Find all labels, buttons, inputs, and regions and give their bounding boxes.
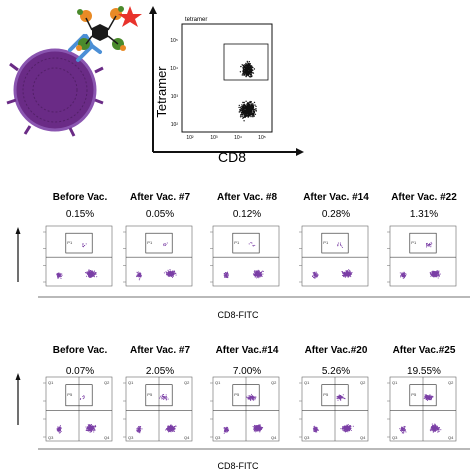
gate-label: P5	[67, 392, 73, 397]
tetramer-cell-illustration	[6, 6, 304, 156]
row1-x-axis-label: CD8-FITC	[218, 310, 259, 320]
quadrant-label: Q1	[128, 380, 134, 385]
quadrant-label: Q1	[48, 380, 54, 385]
gate-label: P1	[411, 240, 417, 245]
row1: Before Vac. 0.15% After Vac. #7 0.05% After …	[15, 192, 470, 320]
quadrant-label: Q1	[215, 380, 221, 385]
y-tick-label: 10⁵	[170, 38, 178, 44]
quadrant-label: Q2	[271, 380, 277, 385]
tetramer-gate	[223, 43, 269, 81]
quadrant-label: Q1	[304, 380, 310, 385]
gate-label: P5	[234, 392, 240, 397]
x-axis-label: CD8	[218, 149, 246, 165]
flow-plot: P1	[387, 225, 457, 287]
quadrant-label: Q2	[184, 380, 190, 385]
quadrant-label: Q2	[360, 380, 366, 385]
tetramer-percentage: 7.00%	[233, 366, 261, 377]
gate-label: P5	[147, 392, 153, 397]
gate-box	[232, 384, 260, 407]
tetramer-percentage: 0.05%	[146, 209, 174, 220]
quadrant-label: Q4	[448, 435, 454, 440]
column-header: After Vac.#14	[216, 345, 279, 356]
gate-label: P1	[67, 240, 73, 245]
y-tick-label: 10⁴	[170, 66, 178, 72]
quadrant-label: Q2	[448, 380, 454, 385]
quadrant-label: Q4	[271, 435, 277, 440]
column-header: After Vac. #14	[303, 192, 369, 203]
gate-box	[232, 232, 260, 254]
y-tick-label: 10³	[171, 94, 179, 100]
gate-box	[321, 384, 349, 407]
peptide-mhc-icons	[76, 6, 126, 51]
flow-plot: P1	[299, 225, 369, 287]
tetramer-percentage: 19.55%	[407, 366, 441, 377]
x-tick-label: 10³	[210, 135, 218, 141]
top-axis-ticks: 10² 10² 10³ 10³ 10⁴ 10⁴ 10⁵ 10⁵	[170, 38, 266, 141]
tetramer-percentage: 0.12%	[233, 209, 261, 220]
tetramer-percentage: 0.15%	[66, 209, 94, 220]
flow-plot: P5 Q1 Q2 Q3 Q4	[43, 376, 113, 442]
example-tetramer-plot: tetramer 10² 10² 10³ 10³ 10⁴ 10⁴ 10⁵ 10⁵ Tetram…	[154, 17, 273, 165]
flow-plot: P1	[123, 225, 193, 287]
quadrant-label: Q3	[392, 435, 398, 440]
y-axis-label: Tetramer	[154, 66, 169, 118]
tetramer-percentage: 2.05%	[146, 366, 174, 377]
quadrant-label: Q3	[304, 435, 310, 440]
gate-label: P1	[147, 240, 153, 245]
column-header: After Vac. #7	[130, 345, 190, 356]
flow-plot: P1	[43, 225, 113, 287]
column-header: After Vac. #22	[391, 192, 457, 203]
gate-box	[321, 232, 349, 254]
flow-plot: P5 Q1 Q2 Q3 Q4	[123, 376, 193, 442]
row2-x-axis-label: CD8-FITC	[218, 461, 259, 471]
quadrant-label: Q1	[392, 380, 398, 385]
tetramer-percentage: 0.07%	[66, 366, 94, 377]
hexagon-icon	[92, 24, 108, 41]
quadrant-label: Q3	[215, 435, 221, 440]
y-tick-label: 10²	[171, 122, 179, 128]
column-header: Before Vac.	[53, 345, 108, 356]
flow-plot: P1	[210, 225, 280, 287]
column-header: After Vac. #7	[130, 192, 190, 203]
column-header: After Vac. #8	[217, 192, 277, 203]
star-icon	[118, 6, 142, 27]
quadrant-label: Q3	[128, 435, 134, 440]
gate-label: P5	[411, 392, 417, 397]
quadrant-label: Q3	[48, 435, 54, 440]
quadrant-label: Q4	[184, 435, 190, 440]
gate-box	[65, 384, 93, 407]
gate-box	[145, 232, 173, 254]
x-tick-label: 10⁴	[234, 135, 242, 141]
top-dot-cloud	[238, 60, 257, 122]
quadrant-label: Q4	[104, 435, 110, 440]
row2: Before Vac. 0.07% After Vac. #7 2.05% After …	[15, 345, 470, 471]
quadrant-label: Q4	[360, 435, 366, 440]
flow-plot: P5 Q1 Q2 Q3 Q4	[299, 376, 369, 442]
column-header: After Vac.#20	[305, 345, 368, 356]
t-cell	[13, 48, 97, 132]
gate-box	[65, 232, 93, 254]
x-tick-label: 10⁵	[258, 135, 266, 141]
top-gate-label: tetramer	[185, 17, 207, 23]
gate-label: P5	[323, 392, 329, 397]
flow-plot: P5 Q1 Q2 Q3 Q4	[387, 376, 457, 442]
tetramer-percentage: 5.26%	[322, 366, 350, 377]
gate-box	[145, 384, 173, 407]
tetramer-percentage: 1.31%	[410, 209, 438, 220]
gate-box	[409, 384, 437, 407]
tetramer-percentage: 0.28%	[322, 209, 350, 220]
quadrant-label: Q2	[104, 380, 110, 385]
column-header: After Vac.#25	[393, 345, 456, 356]
gate-box	[409, 232, 437, 254]
gate-label: P1	[323, 240, 329, 245]
x-tick-label: 10²	[186, 135, 194, 141]
column-header: Before Vac.	[53, 192, 108, 203]
gate-label: P1	[234, 240, 240, 245]
flow-plot: P5 Q1 Q2 Q3 Q4	[210, 376, 280, 442]
